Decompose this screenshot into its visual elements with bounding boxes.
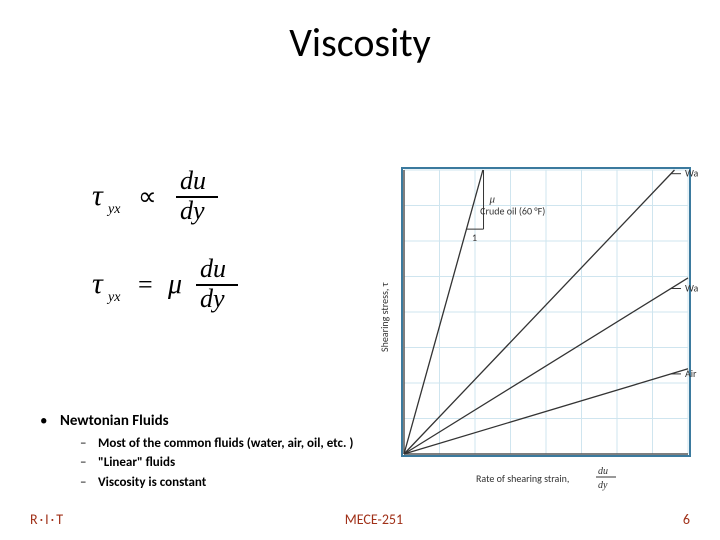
equation-2-svg: τ yx = μ du dy: [90, 255, 290, 315]
bullet-sub: –Viscosity is constant: [80, 475, 360, 491]
viscosity-chart: Crude oil (60 °F) Water (60 °F) Water (100…: [348, 152, 698, 532]
equations-block: τ yx ∝ du dy τ yx = μ du dy: [90, 167, 330, 343]
bullet-sub-text: Viscosity is constant: [98, 475, 206, 491]
eq2-tau: τ: [92, 267, 104, 300]
bullet-sub-text: Most of the common fluids (water, air, o…: [98, 436, 353, 452]
bullet-main-text: Newtonian Fluids: [60, 412, 169, 430]
bullet-dot-icon: •: [40, 412, 60, 430]
eq1-num: du: [180, 167, 206, 195]
eq2-num: du: [200, 255, 226, 283]
equation-2: τ yx = μ du dy: [90, 255, 330, 315]
eq2-rel: =: [138, 270, 153, 299]
bullet-dash-icon: –: [80, 475, 98, 491]
bullet-list: • Newtonian Fluids –Most of the common f…: [40, 412, 360, 494]
eq2-sub: yx: [106, 290, 121, 305]
eq1-den: dy: [180, 196, 205, 225]
eq1-tau: τ: [92, 179, 104, 212]
footer-mid: MECE-251: [345, 511, 403, 528]
chart-svg: Crude oil (60 °F) Water (60 °F) Water (100…: [348, 152, 698, 532]
equation-1-svg: τ yx ∝ du dy: [90, 167, 260, 227]
mu-label: μ: [489, 194, 496, 206]
series-label: Air (60 °F): [685, 367, 698, 380]
bullet-dash-icon: –: [80, 455, 98, 471]
series-label: Crude oil (60 °F): [480, 205, 545, 218]
eq1-sub: yx: [106, 202, 121, 217]
slide-footer: R·I·T MECE-251 6: [0, 511, 720, 528]
series-label: Water (60 °F): [685, 167, 698, 180]
x-axis-frac-num: du: [598, 466, 608, 477]
bullet-sub: –Most of the common fluids (water, air, …: [80, 436, 360, 452]
series-label: Water (100 °F): [685, 281, 698, 294]
bullet-sub: –"Linear" fluids: [80, 455, 360, 471]
slide: Viscosity τ yx ∝ du dy τ yx = μ: [0, 0, 720, 540]
eq2-mu: μ: [167, 269, 182, 300]
footer-left: R·I·T: [30, 511, 65, 528]
bullet-sub-text: "Linear" fluids: [98, 455, 175, 471]
x-axis-frac-den: dy: [598, 480, 608, 491]
x-axis-label: Rate of shearing strain,: [476, 472, 569, 485]
equation-1: τ yx ∝ du dy: [90, 167, 330, 227]
eq1-rel: ∝: [138, 182, 157, 211]
bullet-dash-icon: –: [80, 436, 98, 452]
footer-page-number: 6: [683, 511, 690, 528]
eq2-den: dy: [200, 284, 225, 313]
slide-title: Viscosity: [0, 0, 720, 67]
bullet-main: • Newtonian Fluids: [40, 412, 360, 430]
mu-base-label: 1: [472, 231, 477, 244]
y-axis-label: Shearing stress, τ: [378, 282, 391, 352]
